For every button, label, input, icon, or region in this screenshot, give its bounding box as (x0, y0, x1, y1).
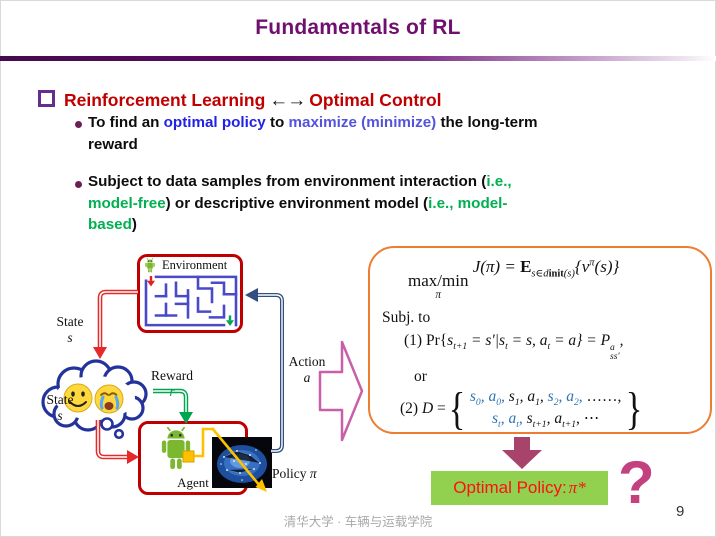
dataset-line-1: s0, a0, s1, a1, s2, a2, ……, (469, 388, 622, 409)
right-block-arrow-icon (318, 340, 364, 442)
section-heading: Reinforcement Learning ←→ Optimal Control (38, 90, 442, 112)
footer-text: 清华大学 · 车辆与运载学院 (283, 515, 433, 529)
android-icon (145, 258, 155, 273)
heading-part1: Reinforcement Learning (64, 90, 266, 110)
title-divider (0, 56, 716, 61)
happy-face-icon (63, 383, 93, 413)
android-robot-icon (161, 427, 191, 470)
crying-face-icon (94, 384, 124, 414)
optimal-policy-box: Optimal Policy: π* (431, 471, 608, 505)
environment-box: Environment (137, 254, 243, 333)
maze-image (144, 275, 238, 327)
bullet-optimal-policy: To find an optimal policy to maximize (m… (88, 114, 538, 153)
action-label: Action a (288, 354, 326, 385)
reward-label: Reward r (151, 368, 193, 399)
close-brace: } (626, 383, 643, 435)
page-number: 9 (676, 503, 685, 520)
objective-formula: max/min π J(π) = Es∈dinit(s){vπ(s)} (408, 257, 620, 302)
page-title: Fundamentals of RL (255, 16, 461, 39)
agent-label: Agent (177, 475, 209, 490)
optimal-policy-text: Optimal Policy: (453, 478, 567, 497)
state-label-lower: State s (46, 392, 74, 423)
state-label-upper: State s (56, 314, 84, 345)
dataset-line-2: st, at, st+1, at+1, ⋯ (491, 410, 600, 431)
policy-label: Policy π (272, 466, 317, 481)
heading-part2: Optimal Control (309, 90, 442, 110)
environment-label: Environment (162, 258, 228, 272)
subject-to-label: Subj. to (382, 309, 431, 327)
constraint-2-formula: (2) D = { s0, a0, s1, a1, s2, a2, ……, st… (400, 383, 643, 435)
bullet-dot-icon (75, 181, 82, 188)
bidirectional-arrows-icon: ←→ (269, 90, 306, 111)
down-arrow-icon (502, 437, 542, 469)
maze-exit-arrow-icon (226, 315, 234, 327)
bullet-data-samples: Subject to data samples from environment… (88, 173, 512, 233)
formula-box: max/min π J(π) = Es∈dinit(s){vπ(s)} Subj.… (368, 246, 712, 434)
or-label: or (414, 368, 427, 386)
policy-brain-image (212, 437, 272, 488)
question-mark: ? (618, 449, 655, 516)
action-arrow-line (245, 288, 284, 453)
maze-entrance-arrow-icon (147, 275, 155, 287)
open-brace: { (448, 383, 466, 435)
pi-star-symbol: π* (568, 478, 586, 497)
square-bullet-icon (38, 90, 55, 107)
bullet-dot-icon (75, 121, 82, 128)
